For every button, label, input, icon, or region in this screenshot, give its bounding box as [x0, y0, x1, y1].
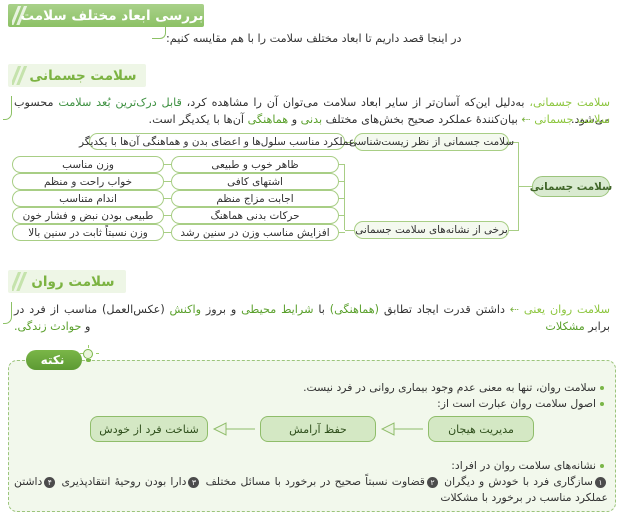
mindmap-sign-left-3[interactable]: اندام متناسب	[12, 190, 164, 207]
bullet-dot-icon	[600, 386, 604, 390]
connector-sign-l1	[164, 164, 171, 165]
connector-branch-bottom	[509, 230, 519, 231]
physical-text-2: محسوب می‌شود.	[14, 96, 610, 126]
connector-sign-l2	[164, 181, 171, 182]
mental-term-6: حوادث زندگی.	[14, 320, 82, 333]
bullet-dot-icon	[600, 464, 604, 468]
connector-sign-l3	[164, 198, 171, 199]
section-header-mental: سلامت روان	[8, 270, 126, 293]
physical-term-2: قابل درک‌ترین بُعد سلامت	[58, 96, 182, 109]
mental-text-5: و	[81, 320, 91, 333]
leftwards-arrow-icon: ⇠	[521, 113, 531, 126]
flow-arrow-1-icon	[380, 421, 424, 437]
mental-paragraph-line1: سلامت روان یعنی ⇠ داشتن قدرت ایجاد تطابق…	[14, 301, 610, 335]
number-badge-3: ۳	[188, 476, 200, 488]
connector-sign-r3	[339, 198, 345, 199]
physical-paragraph-line2: سلامت جسمانی ⇠ بیان‌کنندهٔ عملکرد صحیح ب…	[14, 111, 610, 128]
mental-term-4: واکنش	[169, 303, 202, 316]
flow-arrow-2-icon	[212, 421, 256, 437]
connector-root-vertical	[518, 142, 519, 230]
mindmap-sign-right-4[interactable]: حرکات بدنی هماهنگ	[171, 207, 339, 224]
ribbon-decoration-icon	[12, 272, 28, 291]
mindmap-sign-right-5[interactable]: افزایش مناسب وزن در سنین رشد	[171, 224, 339, 241]
mindmap-branch-signs[interactable]: برخی از نشانه‌های سلامت جسمانی	[354, 221, 509, 239]
mental-term-1: سلامت روان یعنی	[523, 303, 610, 316]
mindmap-root-node[interactable]: سلامت جسمانی	[530, 176, 612, 197]
section-header-physical: سلامت جسمانی	[8, 64, 146, 87]
lightbulb-icon	[80, 345, 99, 364]
mindmap-sign-right-2[interactable]: اشتهای کافی	[171, 173, 339, 190]
section-header-mental-label: سلامت روان	[31, 273, 115, 290]
mindmap-sign-left-1[interactable]: وزن مناسب	[12, 156, 164, 173]
connector-sign-r2	[339, 181, 345, 182]
connector-signs-stub	[345, 230, 354, 231]
number-badge-4: ۴	[44, 476, 56, 488]
physical-text-5: آن‌ها با یکدیگر است.	[148, 113, 248, 126]
flow-box-self-awareness[interactable]: شناخت فرد از خودش	[90, 416, 208, 442]
connector-sign-l4	[164, 215, 171, 216]
connector-sign-l5	[164, 232, 171, 233]
note-badge: نکته	[26, 350, 82, 370]
mental-text-4: (عکس‌العمل) مناسب از فرد در برابر	[14, 303, 610, 333]
mindmap-leaf-biology-item[interactable]: عملکرد مناسب سلول‌ها و اعضای بدن و هماهن…	[79, 133, 355, 150]
mindmap-sign-right-3[interactable]: اجابت مزاج منظم	[171, 190, 339, 207]
connector-signs-vertical	[344, 164, 345, 230]
ribbon-decoration-icon	[12, 6, 28, 25]
note-item-2-text: قضاوت نسبتاً صحیح در برخورد با مسائل مخت…	[205, 475, 425, 488]
flow-box-emotion-management[interactable]: مدیریت هیجان	[428, 416, 534, 442]
physical-text-3: بیان‌کنندهٔ عملکرد صحیح بخش‌های مختلف	[322, 113, 522, 126]
mental-term-5: مشکلات	[545, 320, 585, 333]
mindmap-sign-right-1[interactable]: ظاهر خوب و طبیعی	[171, 156, 339, 173]
note-item-3-text: دارا بودن روحیهٔ انتقادپذیری	[61, 475, 187, 488]
mindmap-sign-left-2[interactable]: خواب راحت و منظم	[12, 173, 164, 190]
connector-branch-top	[509, 142, 519, 143]
mental-term-2: (هماهنگی)	[329, 303, 379, 316]
number-badge-2: ۲	[426, 476, 438, 488]
note-bullet-2: اصول سلامت روان عبارت است از:	[18, 396, 604, 412]
flow-box-keep-calm[interactable]: حفظ آرامش	[260, 416, 376, 442]
connector-sign-r5	[339, 232, 345, 233]
connector-root	[519, 186, 532, 187]
leftwards-arrow-icon: ⇠	[509, 303, 520, 316]
bullet-dot-icon	[600, 402, 604, 406]
physical-text-4: و	[288, 113, 301, 126]
section-header-main: بررسی ابعاد مختلف سلامت	[8, 4, 204, 27]
connector-sign-r4	[339, 215, 345, 216]
note-bullet-1: سلامت روان، تنها به معنی عدم وجود بیماری…	[18, 380, 604, 396]
mindmap-sign-left-4[interactable]: طبیعی بودن نبض و فشار خون	[12, 207, 164, 224]
physical-term-3: سلامت جسمانی	[534, 113, 610, 126]
intro-hook-line	[152, 27, 166, 39]
ribbon-decoration-icon	[12, 66, 28, 85]
note-bullet-3: نشانه‌های سلامت روان در افراد:	[18, 458, 604, 474]
physical-term-5: هماهنگی	[247, 113, 289, 126]
section-header-main-label: بررسی ابعاد مختلف سلامت	[20, 7, 204, 24]
physical-term-1: سلامت جسمانی،	[529, 96, 610, 109]
mental-paragraph-line2: و حوادث زندگی.	[14, 318, 610, 335]
physical-term-4: بدنی	[300, 113, 323, 126]
intro-paragraph: در اینجا قصد داریم تا ابعاد مختلف سلامت …	[166, 32, 462, 45]
mindmap-branch-biology[interactable]: سلامت جسمانی از نظر زیست‌شناسی	[349, 133, 514, 151]
physical-text-1: به‌دلیل این‌که آسان‌تر از سایر ابعاد سلا…	[181, 96, 530, 109]
physical-paragraph-line1: سلامت جسمانی، به‌دلیل این‌که آسان‌تر از …	[14, 94, 610, 128]
mental-text-3: و بروز	[201, 303, 242, 316]
mindmap-sign-left-5[interactable]: وزن نسبتاً ثابت در سنین بالا	[12, 224, 164, 241]
physical-hook-line	[3, 96, 12, 120]
connector-sign-r1	[339, 164, 345, 165]
mental-text-1: داشتن قدرت ایجاد تطابق	[379, 303, 510, 316]
mental-hook-line	[3, 302, 12, 324]
mental-text-2: با	[313, 303, 330, 316]
number-badge-1: ۱	[594, 476, 606, 488]
note-numbered-items: ۱سازگاری فرد با خودش و دیگران ۲قضاوت نسب…	[14, 474, 608, 506]
connector-biology-leaf	[345, 142, 354, 143]
note-item-1-text: سازگاری فرد با خودش و دیگران	[444, 475, 593, 488]
section-header-physical-label: سلامت جسمانی	[29, 67, 137, 84]
mental-term-3: شرایط محیطی	[241, 303, 314, 316]
physical-health-mindmap: سلامت جسمانی سلامت جسمانی از نظر زیست‌شن…	[0, 130, 624, 260]
note-item-4-text: داشتن عملکرد مناسب در برخورد با مشکلات	[14, 475, 608, 504]
